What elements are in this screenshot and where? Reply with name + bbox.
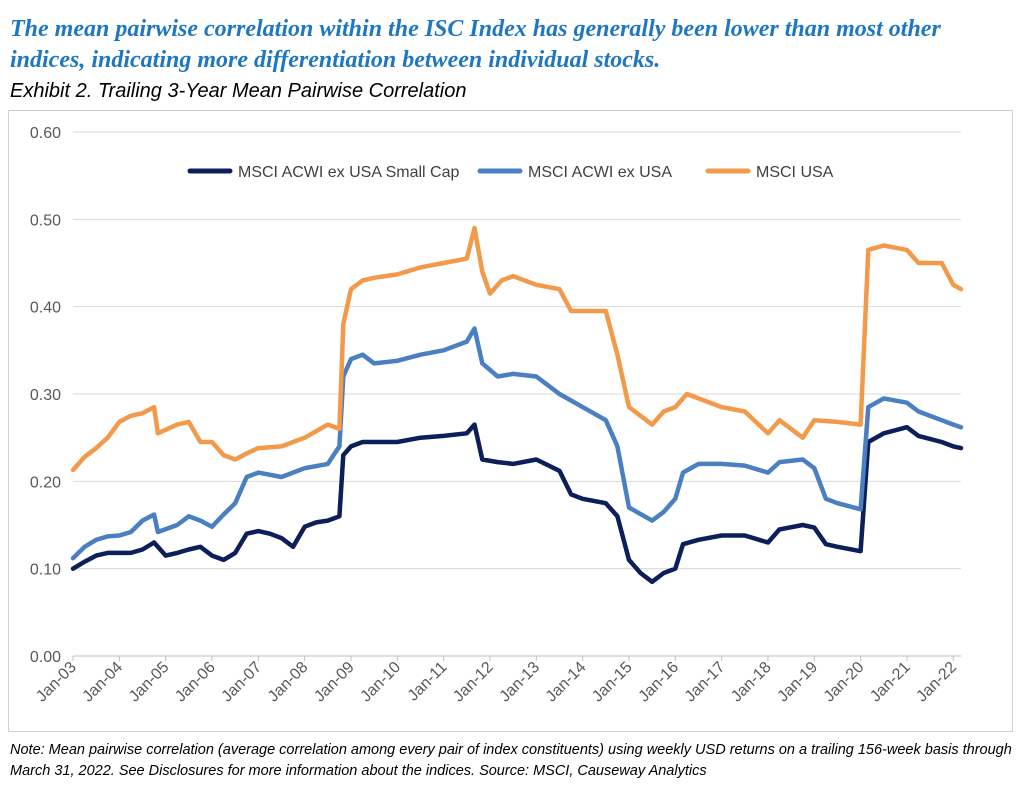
legend-label: MSCI ACWI ex USA [528, 164, 672, 181]
x-tick-label: Jan-22 [913, 659, 960, 706]
series-line [70, 225, 964, 473]
x-tick-label: Jan-10 [358, 659, 405, 706]
exhibit-title: Exhibit 2. Trailing 3-Year Mean Pairwise… [10, 80, 467, 102]
y-tick-label: 0.60 [30, 125, 61, 142]
y-tick-label: 0.10 [30, 562, 61, 579]
chart-frame [8, 110, 1013, 732]
series-line [70, 422, 964, 585]
x-tick-label: Jan-21 [867, 659, 914, 706]
correlation-line-chart: 0.00 0.10 0.20 0.30 0.40 0.50 0.60 Jan-03 Jan-0… [30, 125, 964, 705]
x-tick-label: Jan-13 [497, 659, 544, 706]
y-tick-label: 0.00 [30, 649, 61, 666]
x-tick-label: Jan-07 [219, 659, 266, 706]
x-tick-label: Jan-17 [682, 659, 729, 706]
y-tick-label: 0.50 [30, 212, 61, 229]
headline: The mean pairwise correlation within the… [10, 16, 941, 73]
x-tick-label: Jan-04 [80, 659, 127, 706]
x-tick-label: Jan-08 [265, 659, 312, 706]
x-tick-label: Jan-09 [311, 659, 358, 706]
series-line [70, 326, 964, 561]
footnote: Note: Mean pairwise correlation (average… [10, 742, 1012, 779]
legend-label: MSCI USA [756, 164, 834, 181]
x-tick-label: Jan-06 [172, 659, 219, 706]
gridlines [73, 131, 961, 657]
x-tick-label: Jan-18 [728, 659, 775, 706]
x-tick-label: Jan-14 [543, 659, 590, 706]
x-tick-label: Jan-19 [775, 659, 822, 706]
x-tick-label: Jan-20 [821, 659, 868, 706]
y-tick-label: 0.20 [30, 474, 61, 491]
legend: MSCI ACWI ex USA Small Cap MSCI ACWI ex U… [187, 164, 834, 181]
x-axis-ticks: Jan-03 Jan-04 Jan-05 Jan-06 Jan-07 Jan-08 Jan-… [33, 656, 960, 705]
x-tick-label: Jan-12 [450, 659, 497, 706]
y-tick-label: 0.40 [30, 300, 61, 317]
y-axis-ticks: 0.00 0.10 0.20 0.30 0.40 0.50 0.60 [30, 125, 61, 666]
x-tick-label: Jan-05 [126, 659, 173, 706]
y-tick-label: 0.30 [30, 387, 61, 404]
series-lines [70, 225, 964, 585]
x-tick-label: Jan-11 [405, 659, 451, 705]
legend-label: MSCI ACWI ex USA Small Cap [238, 164, 459, 181]
x-tick-label: Jan-15 [589, 659, 636, 706]
x-tick-label: Jan-16 [636, 659, 683, 706]
